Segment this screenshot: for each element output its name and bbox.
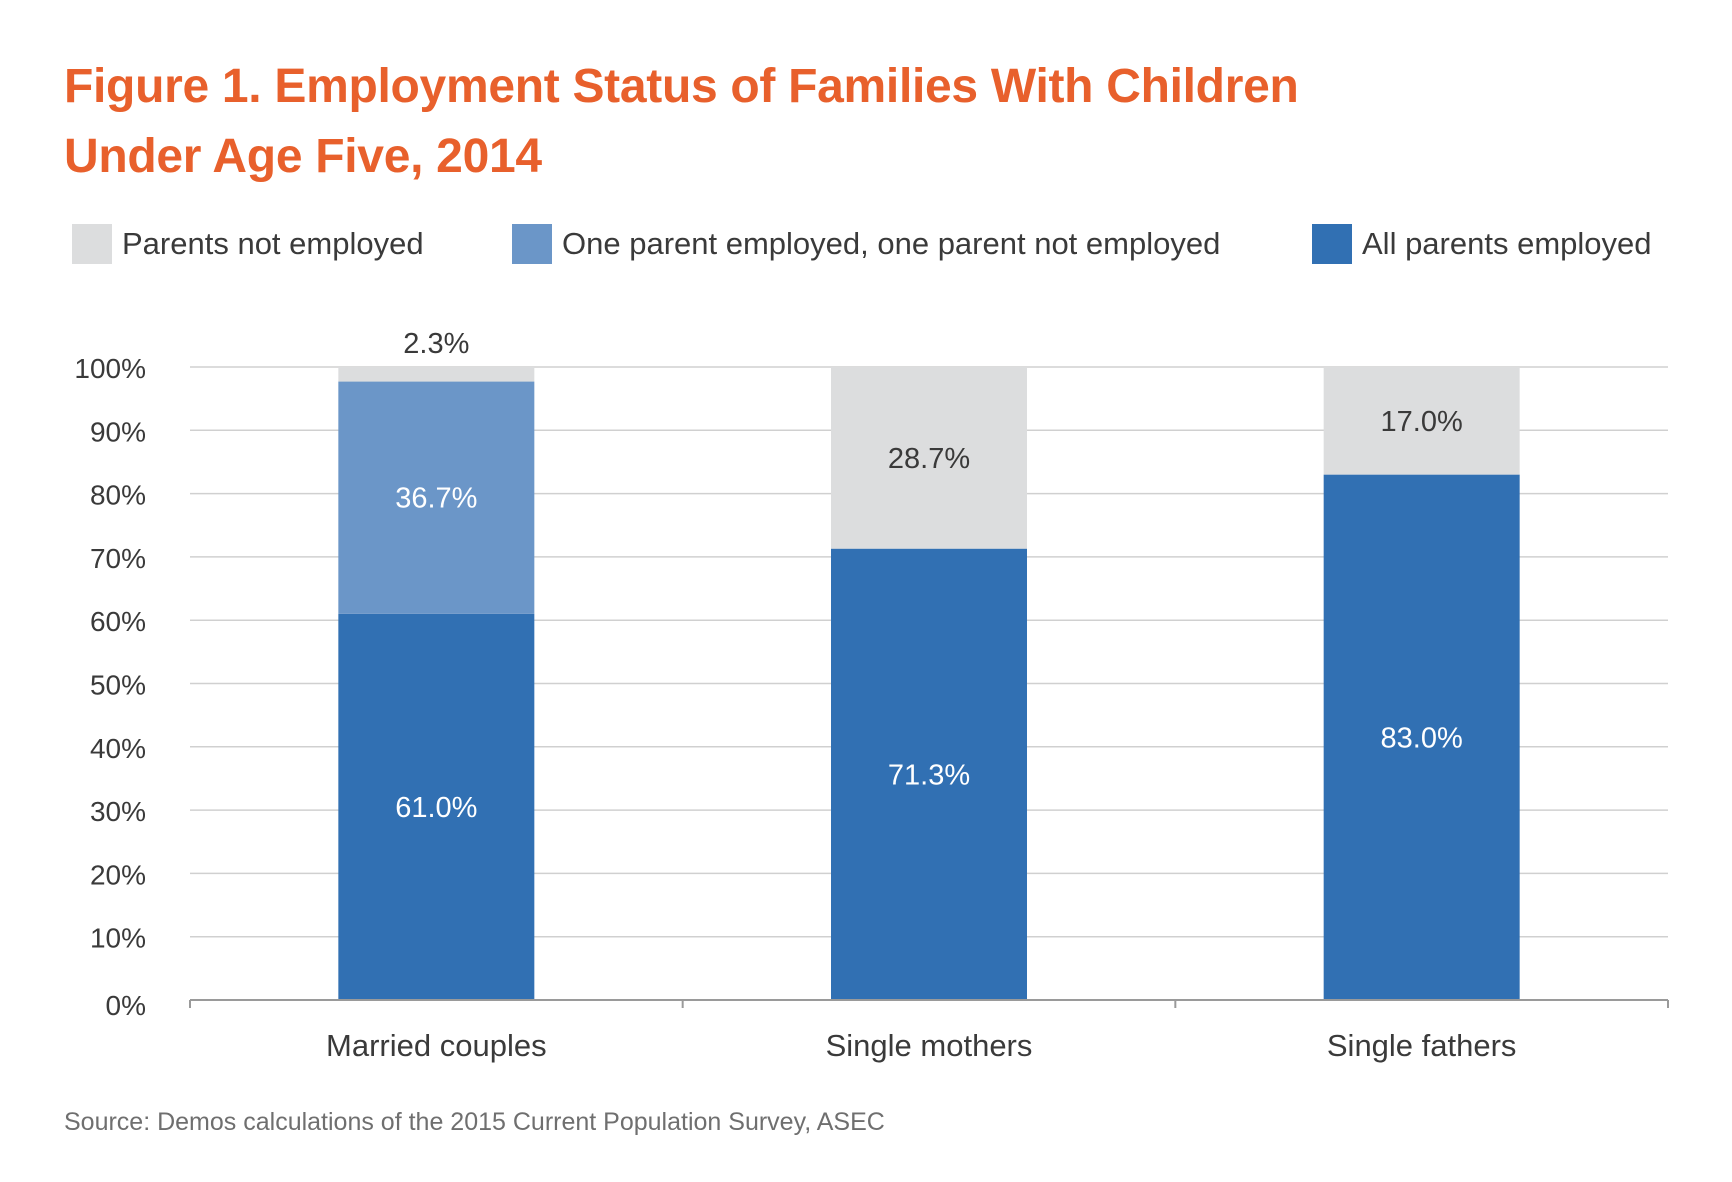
y-tick-label: 0% <box>106 990 146 1021</box>
data-label-married-couples-all-parents-employed: 61.0% <box>395 792 477 824</box>
data-label-single-fathers-all-parents-employed: 83.0% <box>1381 722 1463 754</box>
legend-swatch-one-parent-employed <box>512 224 552 264</box>
data-label-married-couples-parents-not-employed: 2.3% <box>403 328 469 360</box>
y-tick-label: 40% <box>90 733 146 764</box>
bar-married-couples-all-parents-employed <box>338 613 535 1000</box>
bar-single-fathers-all-parents-employed <box>1323 474 1520 1000</box>
data-label-single-mothers-all-parents-employed: 71.3% <box>888 759 970 791</box>
chart-legend: Parents not employed One parent employed… <box>72 224 1672 264</box>
legend-swatch-parents-not-employed <box>72 224 112 264</box>
data-label-married-couples-one-parent-employed-one-parent-not-employed: 36.7% <box>395 483 477 515</box>
chart-title: Figure 1. Employment Status of Families … <box>64 52 1299 192</box>
legend-label-parents-not-employed: Parents not employed <box>122 226 424 261</box>
x-category-label-married-couples: Married couples <box>326 1028 547 1063</box>
chart-title-line-2: Under Age Five, 2014 <box>64 130 542 183</box>
y-tick-label: 10% <box>90 923 146 954</box>
y-tick-label: 80% <box>90 480 146 511</box>
bar-married-couples-one-parent-employed-one-parent-not-employed <box>338 381 535 614</box>
y-tick-label: 30% <box>90 796 146 827</box>
legend-label-one-parent-employed: One parent employed, one parent not empl… <box>562 226 1221 261</box>
legend-item-all-parents-employed: All parents employed <box>1312 224 1652 264</box>
source-note: Source: Demos calculations of the 2015 C… <box>64 1108 885 1136</box>
legend-swatch-all-parents-employed <box>1312 224 1352 264</box>
bar-single-mothers-all-parents-employed <box>831 548 1027 1000</box>
bar-single-mothers-parents-not-employed <box>831 367 1027 549</box>
data-label-single-mothers-parents-not-employed: 28.7% <box>888 443 970 475</box>
bar-married-couples-parents-not-employed <box>338 367 535 382</box>
legend-item-parents-not-employed: Parents not employed <box>72 224 424 264</box>
chart-title-line-1: Figure 1. Employment Status of Families … <box>64 60 1299 113</box>
y-tick-label: 60% <box>90 606 146 637</box>
data-label-single-fathers-parents-not-employed: 17.0% <box>1381 406 1463 438</box>
x-category-label-single-fathers: Single fathers <box>1327 1028 1517 1063</box>
y-tick-label: 20% <box>90 859 146 890</box>
y-tick-label: 50% <box>90 670 146 701</box>
x-category-label-single-mothers: Single mothers <box>826 1028 1033 1063</box>
legend-label-all-parents-employed: All parents employed <box>1362 226 1652 261</box>
y-tick-label: 70% <box>90 543 146 574</box>
y-tick-label: 90% <box>90 416 146 447</box>
bar-single-fathers-parents-not-employed <box>1323 367 1520 475</box>
legend-item-one-parent-employed: One parent employed, one parent not empl… <box>512 224 1220 264</box>
y-tick-label: 100% <box>74 353 146 384</box>
